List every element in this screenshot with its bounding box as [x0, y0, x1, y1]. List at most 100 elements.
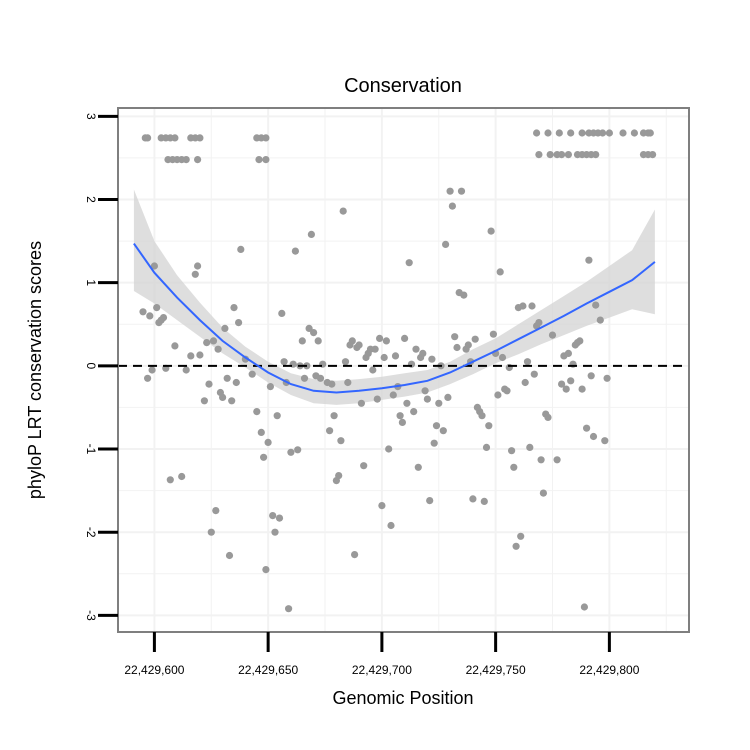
data-point — [166, 476, 174, 484]
data-point — [510, 463, 518, 471]
data-point — [619, 129, 627, 137]
data-point — [464, 341, 472, 349]
data-point — [457, 187, 466, 195]
data-point — [576, 337, 584, 345]
y-axis: 3 2 1 0 -1 -2 -3 — [84, 113, 118, 621]
data-point — [589, 432, 598, 441]
data-point — [603, 374, 611, 382]
data-point — [544, 129, 552, 137]
data-point — [537, 456, 545, 464]
data-point — [601, 437, 609, 445]
data-point — [439, 427, 447, 435]
data-point — [562, 385, 570, 393]
data-point — [278, 309, 286, 317]
x-tick-label: 22,429,600 — [124, 663, 184, 677]
x-tick-label: 22,429,800 — [579, 663, 639, 677]
data-point — [209, 337, 218, 345]
data-points — [139, 129, 657, 613]
data-point — [171, 134, 179, 142]
data-point — [264, 438, 272, 446]
data-point — [585, 256, 593, 264]
data-point — [426, 497, 434, 505]
data-point — [341, 358, 350, 366]
data-point — [498, 353, 507, 362]
y-tick-label: -2 — [84, 527, 98, 538]
data-point — [262, 134, 270, 142]
y-axis-label: phyloP LRT conservation scores — [25, 241, 45, 499]
data-point — [548, 331, 557, 339]
data-point — [539, 489, 548, 497]
data-point — [451, 333, 459, 341]
data-point — [223, 374, 231, 382]
data-point — [517, 532, 525, 540]
data-point — [203, 339, 211, 347]
data-point — [371, 345, 379, 353]
data-point — [316, 374, 325, 382]
y-tick-label: 0 — [84, 362, 98, 369]
data-point — [182, 366, 190, 374]
data-point — [564, 151, 573, 159]
data-point — [144, 374, 152, 382]
data-point — [287, 448, 295, 456]
data-point — [225, 551, 234, 560]
data-point — [435, 399, 443, 407]
data-point — [519, 302, 527, 310]
data-point — [369, 366, 377, 374]
data-point — [391, 352, 400, 360]
data-point — [430, 439, 438, 447]
data-point — [412, 345, 420, 353]
data-point — [649, 151, 657, 159]
x-tick-label: 22,429,750 — [466, 663, 526, 677]
data-point — [280, 358, 288, 366]
data-point — [228, 397, 236, 405]
data-point — [253, 408, 261, 416]
data-point — [357, 399, 365, 407]
data-point — [205, 380, 213, 388]
data-point — [382, 337, 390, 345]
data-point — [337, 437, 345, 445]
data-point — [494, 391, 502, 399]
x-tick-label: 22,429,700 — [352, 663, 412, 677]
data-point — [592, 151, 600, 159]
data-point — [314, 337, 322, 345]
data-point — [460, 291, 468, 299]
data-point — [148, 366, 156, 374]
data-point — [414, 463, 422, 471]
data-point — [207, 528, 215, 536]
data-point — [191, 270, 199, 278]
data-point — [478, 412, 486, 420]
data-point — [262, 566, 270, 574]
data-point — [521, 378, 529, 387]
confidence-ribbon — [133, 189, 655, 405]
data-point — [214, 345, 222, 353]
data-point — [423, 395, 431, 403]
data-point — [260, 453, 268, 461]
data-point — [403, 399, 411, 407]
data-point — [139, 308, 147, 316]
data-point — [630, 129, 639, 137]
data-point — [235, 319, 243, 327]
data-point — [558, 151, 566, 159]
data-point — [230, 304, 238, 312]
data-point — [528, 302, 536, 310]
data-point — [200, 397, 208, 405]
data-point — [387, 521, 395, 530]
data-point — [212, 507, 220, 515]
y-tick-label: -3 — [84, 610, 98, 621]
data-point — [385, 445, 393, 453]
data-point — [255, 156, 263, 164]
data-point — [150, 262, 158, 270]
data-point — [351, 551, 359, 559]
data-point — [273, 412, 281, 420]
data-point — [446, 187, 454, 195]
data-point — [266, 383, 274, 391]
data-point — [580, 603, 589, 611]
data-point — [291, 247, 299, 255]
data-point — [182, 156, 190, 164]
data-point — [237, 245, 245, 253]
y-tick-label: -1 — [84, 444, 98, 455]
data-point — [305, 324, 313, 332]
data-point — [378, 502, 386, 510]
data-point — [376, 334, 384, 342]
data-point — [535, 319, 543, 327]
